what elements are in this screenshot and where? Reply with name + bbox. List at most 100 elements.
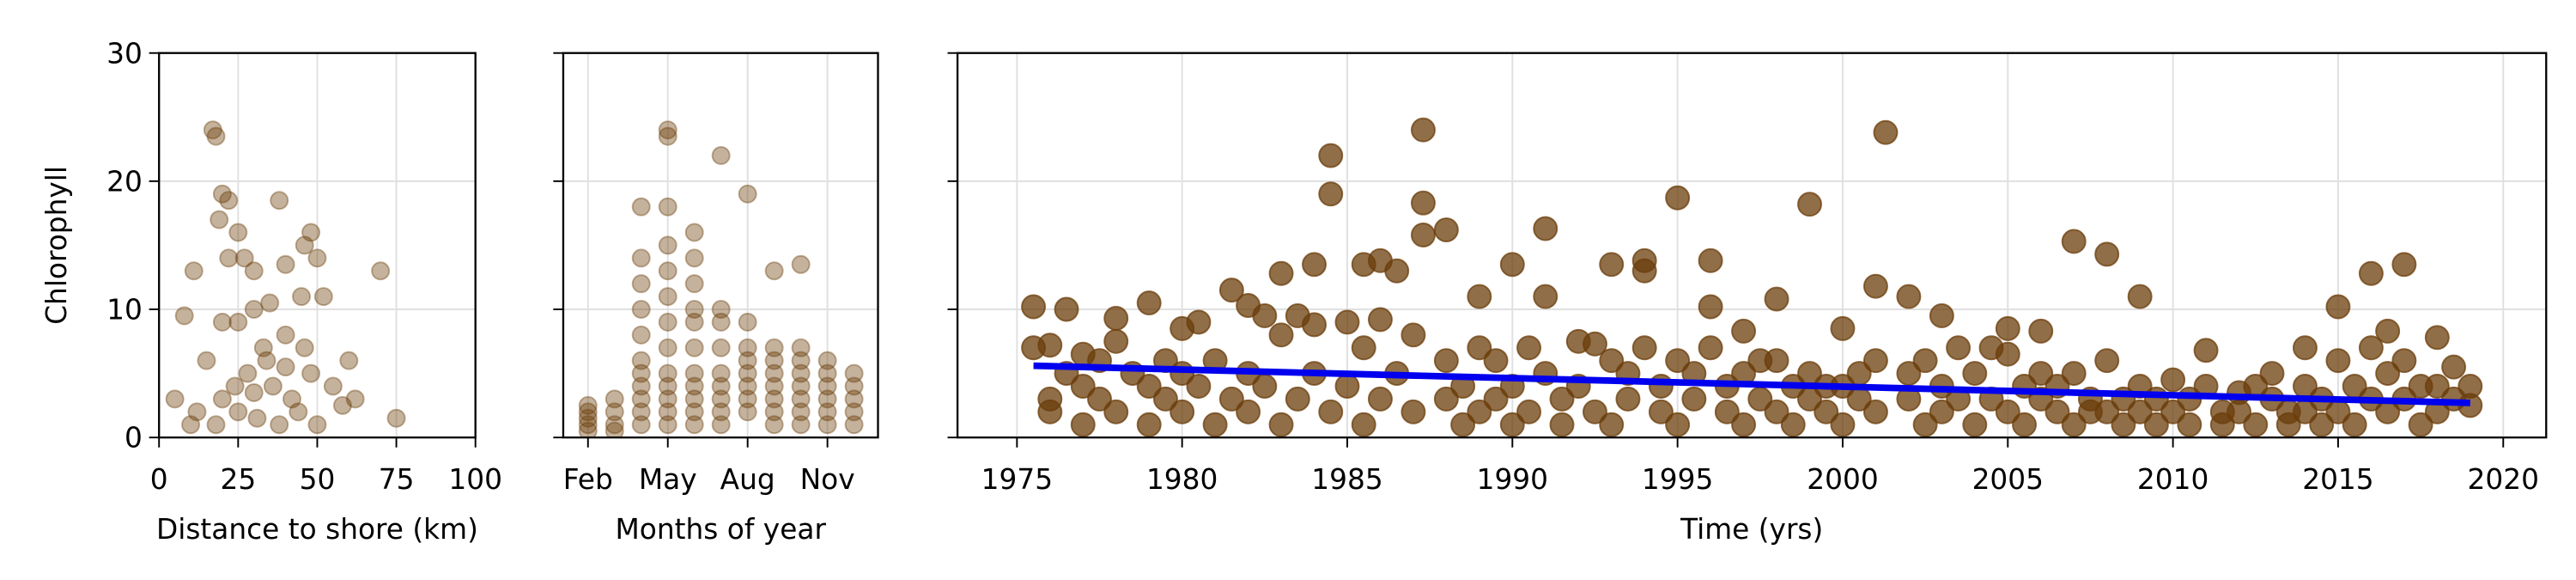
x-tick-label: 2015 xyxy=(2302,463,2373,496)
point xyxy=(711,338,731,357)
point xyxy=(658,338,677,357)
point xyxy=(764,261,784,281)
point xyxy=(1351,335,1376,361)
point xyxy=(1152,386,1178,412)
point xyxy=(2094,348,2120,374)
point xyxy=(197,351,216,370)
point xyxy=(738,338,757,357)
x-tick-label: 0 xyxy=(150,463,168,496)
point xyxy=(2293,335,2318,361)
point xyxy=(1136,290,1162,316)
point xyxy=(711,389,731,409)
point xyxy=(1599,412,1625,437)
point xyxy=(711,300,731,319)
point xyxy=(2094,399,2120,424)
point xyxy=(684,223,704,242)
point xyxy=(605,415,624,435)
point xyxy=(2028,361,2054,387)
point xyxy=(2358,335,2384,361)
point xyxy=(658,415,677,435)
point xyxy=(1698,294,1723,320)
point xyxy=(1929,302,1954,328)
point xyxy=(2259,361,2285,387)
point xyxy=(339,351,359,370)
point xyxy=(2227,399,2252,424)
point xyxy=(684,376,704,396)
point xyxy=(791,351,811,370)
point xyxy=(817,389,837,409)
point xyxy=(1896,361,1922,387)
point xyxy=(1334,374,1360,399)
point xyxy=(844,389,864,409)
point xyxy=(1599,252,1625,278)
x-tick-label: 100 xyxy=(448,463,502,496)
point xyxy=(212,389,232,409)
point xyxy=(2342,412,2367,437)
point xyxy=(2441,354,2467,380)
point xyxy=(260,293,280,313)
point xyxy=(631,197,651,217)
point xyxy=(1583,331,1607,357)
x-tick-label: 2020 xyxy=(2468,463,2539,496)
point xyxy=(1103,305,1129,331)
y-tick-label: 30 xyxy=(106,37,143,70)
point xyxy=(711,146,731,166)
point xyxy=(658,402,677,422)
point xyxy=(764,363,784,383)
point xyxy=(658,126,677,146)
points xyxy=(1021,117,2483,437)
point xyxy=(738,184,757,204)
point xyxy=(631,248,651,268)
point xyxy=(1087,386,1112,412)
point xyxy=(1631,247,1657,273)
point xyxy=(1549,386,1575,412)
point xyxy=(323,376,343,396)
point xyxy=(738,351,757,370)
point xyxy=(1862,273,1888,299)
point xyxy=(386,408,406,428)
point xyxy=(578,408,598,428)
point xyxy=(2309,412,2335,437)
point xyxy=(2028,318,2054,344)
point xyxy=(307,415,327,435)
point xyxy=(1896,284,1922,309)
point xyxy=(1599,348,1625,374)
point xyxy=(1615,386,1641,412)
point xyxy=(1830,315,1856,341)
point xyxy=(1268,260,1294,286)
point xyxy=(1384,258,1410,284)
point xyxy=(1764,348,1789,374)
point xyxy=(711,415,731,435)
point xyxy=(210,210,229,229)
point xyxy=(1533,284,1558,309)
point xyxy=(817,363,837,383)
point xyxy=(1186,374,1212,399)
point xyxy=(2012,412,2037,437)
x-tick-label: 50 xyxy=(300,463,336,496)
point xyxy=(2111,412,2136,437)
point xyxy=(844,415,864,435)
point xyxy=(1103,399,1129,424)
point xyxy=(684,312,704,332)
point xyxy=(1318,399,1344,424)
x-tick-label: 2010 xyxy=(2137,463,2208,496)
point xyxy=(1912,412,1938,437)
point xyxy=(578,402,598,422)
point xyxy=(684,389,704,409)
point xyxy=(2061,412,2087,437)
points xyxy=(165,120,406,435)
point xyxy=(276,325,295,345)
point xyxy=(1516,399,1542,424)
point xyxy=(605,389,624,409)
point xyxy=(684,415,704,435)
point xyxy=(219,191,239,211)
point xyxy=(212,184,232,204)
point xyxy=(1037,399,1063,424)
point xyxy=(1136,374,1162,399)
point xyxy=(2375,318,2401,344)
point xyxy=(203,120,222,140)
point xyxy=(791,376,811,396)
x-tick-label: 1990 xyxy=(1477,463,1548,496)
point xyxy=(1929,399,1954,424)
